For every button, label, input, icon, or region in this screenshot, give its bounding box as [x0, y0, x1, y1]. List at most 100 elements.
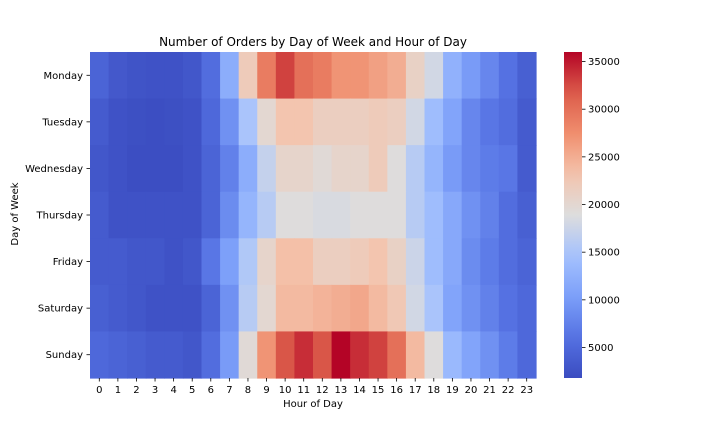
heatmap-cell	[127, 191, 147, 239]
x-axis-label: Hour of Day	[283, 399, 343, 410]
heatmap-cell	[90, 145, 110, 193]
chart-title: Number of Orders by Day of Week and Hour…	[159, 35, 467, 49]
heatmap-cell	[331, 284, 351, 333]
heatmap-cell	[405, 238, 426, 286]
heatmap-cell	[387, 331, 407, 379]
heatmap-cell	[294, 145, 314, 193]
y-axis-label: Day of Week	[10, 182, 21, 245]
heatmap-cell	[313, 52, 333, 100]
heatmap-cell	[220, 98, 240, 146]
heatmap-cell	[443, 98, 463, 146]
heatmap-cell	[238, 331, 258, 379]
heatmap-cell	[498, 52, 519, 100]
y-tick-label: Wednesday	[25, 164, 83, 175]
heatmap-cell	[257, 191, 277, 239]
heatmap-cell	[331, 238, 351, 286]
heatmap-cell	[127, 98, 147, 146]
heatmap-cell	[461, 98, 481, 146]
heatmap-cell	[182, 191, 203, 239]
heatmap-cell	[238, 145, 258, 193]
heatmap-cell	[145, 98, 165, 146]
heatmap-cell	[90, 331, 110, 379]
heatmap-cell	[164, 145, 184, 193]
heatmap-cells	[90, 52, 537, 379]
heatmap-cell	[517, 331, 537, 379]
heatmap-cell	[201, 238, 221, 286]
heatmap-cell	[275, 331, 296, 379]
heatmap-cell	[517, 98, 537, 146]
heatmap-cell	[238, 52, 258, 100]
heatmap-cell	[368, 331, 388, 379]
heatmap-cell	[294, 98, 314, 146]
heatmap-cell	[387, 52, 407, 100]
x-tick-label: 2	[133, 385, 139, 396]
heatmap-cell	[405, 52, 426, 100]
heatmap-cell	[424, 284, 444, 333]
heatmap-cell	[201, 191, 221, 239]
x-tick-label: 0	[96, 385, 102, 396]
x-tick-label: 7	[226, 385, 232, 396]
x-tick-label: 16	[390, 385, 403, 396]
x-tick-label: 3	[152, 385, 158, 396]
heatmap-cell	[350, 238, 370, 286]
heatmap-cell	[145, 284, 165, 333]
heatmap-cell	[201, 331, 221, 379]
heatmap-cell	[350, 145, 370, 193]
colorbar-tick-label: 30000	[588, 105, 620, 116]
heatmap-cell	[405, 284, 426, 333]
heatmap-cell	[220, 284, 240, 333]
heatmap-cell	[480, 52, 500, 100]
heatmap-cell	[275, 98, 296, 146]
y-tick-label: Saturday	[38, 304, 83, 315]
heatmap-cell	[201, 145, 221, 193]
colorbar-gradient	[564, 52, 582, 378]
heatmap-cell	[443, 284, 463, 333]
heatmap-cell	[461, 145, 481, 193]
x-tick-label: 14	[353, 385, 366, 396]
heatmap-cell	[164, 98, 184, 146]
heatmap-cell	[350, 284, 370, 333]
heatmap-cell	[517, 52, 537, 100]
colorbar-tick-label: 25000	[588, 152, 620, 163]
heatmap-cell	[164, 191, 184, 239]
heatmap-cell	[443, 191, 463, 239]
heatmap-cell	[145, 52, 165, 100]
heatmap-cell	[313, 284, 333, 333]
heatmap-cell	[127, 238, 147, 286]
colorbar: 5000 10000 15000 20000 25000 30000 35000	[564, 52, 620, 378]
heatmap-cell	[350, 331, 370, 379]
heatmap-cell	[164, 52, 184, 100]
heatmap-cell	[368, 52, 388, 100]
heatmap-cell	[108, 238, 128, 286]
colorbar-tick-label: 35000	[588, 57, 620, 68]
heatmap-cell	[90, 191, 110, 239]
y-axis-ticks: Monday Tuesday Wednesday Thursday Friday Satu…	[25, 71, 90, 361]
heatmap-cell	[498, 191, 519, 239]
heatmap-cell	[480, 331, 500, 379]
heatmap-cell	[443, 52, 463, 100]
heatmap-cell	[424, 191, 444, 239]
heatmap-cell	[480, 191, 500, 239]
colorbar-tick-label: 20000	[588, 200, 620, 211]
heatmap-cell	[164, 238, 184, 286]
heatmap-cell	[517, 238, 537, 286]
x-tick-label: 12	[316, 385, 329, 396]
heatmap-cell	[275, 284, 296, 333]
heatmap-cell	[275, 52, 296, 100]
heatmap-cell	[238, 98, 258, 146]
colorbar-tick-label: 10000	[588, 295, 620, 306]
heatmap-cell	[461, 52, 481, 100]
heatmap-cell	[257, 52, 277, 100]
heatmap-cell	[480, 284, 500, 333]
heatmap-cell	[517, 145, 537, 193]
heatmap-cell	[368, 145, 388, 193]
heatmap-cell	[182, 52, 203, 100]
x-tick-label: 1	[115, 385, 121, 396]
heatmap-cell	[182, 98, 203, 146]
heatmap-cell	[368, 238, 388, 286]
heatmap-cell	[127, 284, 147, 333]
heatmap-cell	[387, 191, 407, 239]
colorbar-tick-label: 5000	[588, 343, 613, 354]
x-tick-label: 13	[335, 385, 348, 396]
